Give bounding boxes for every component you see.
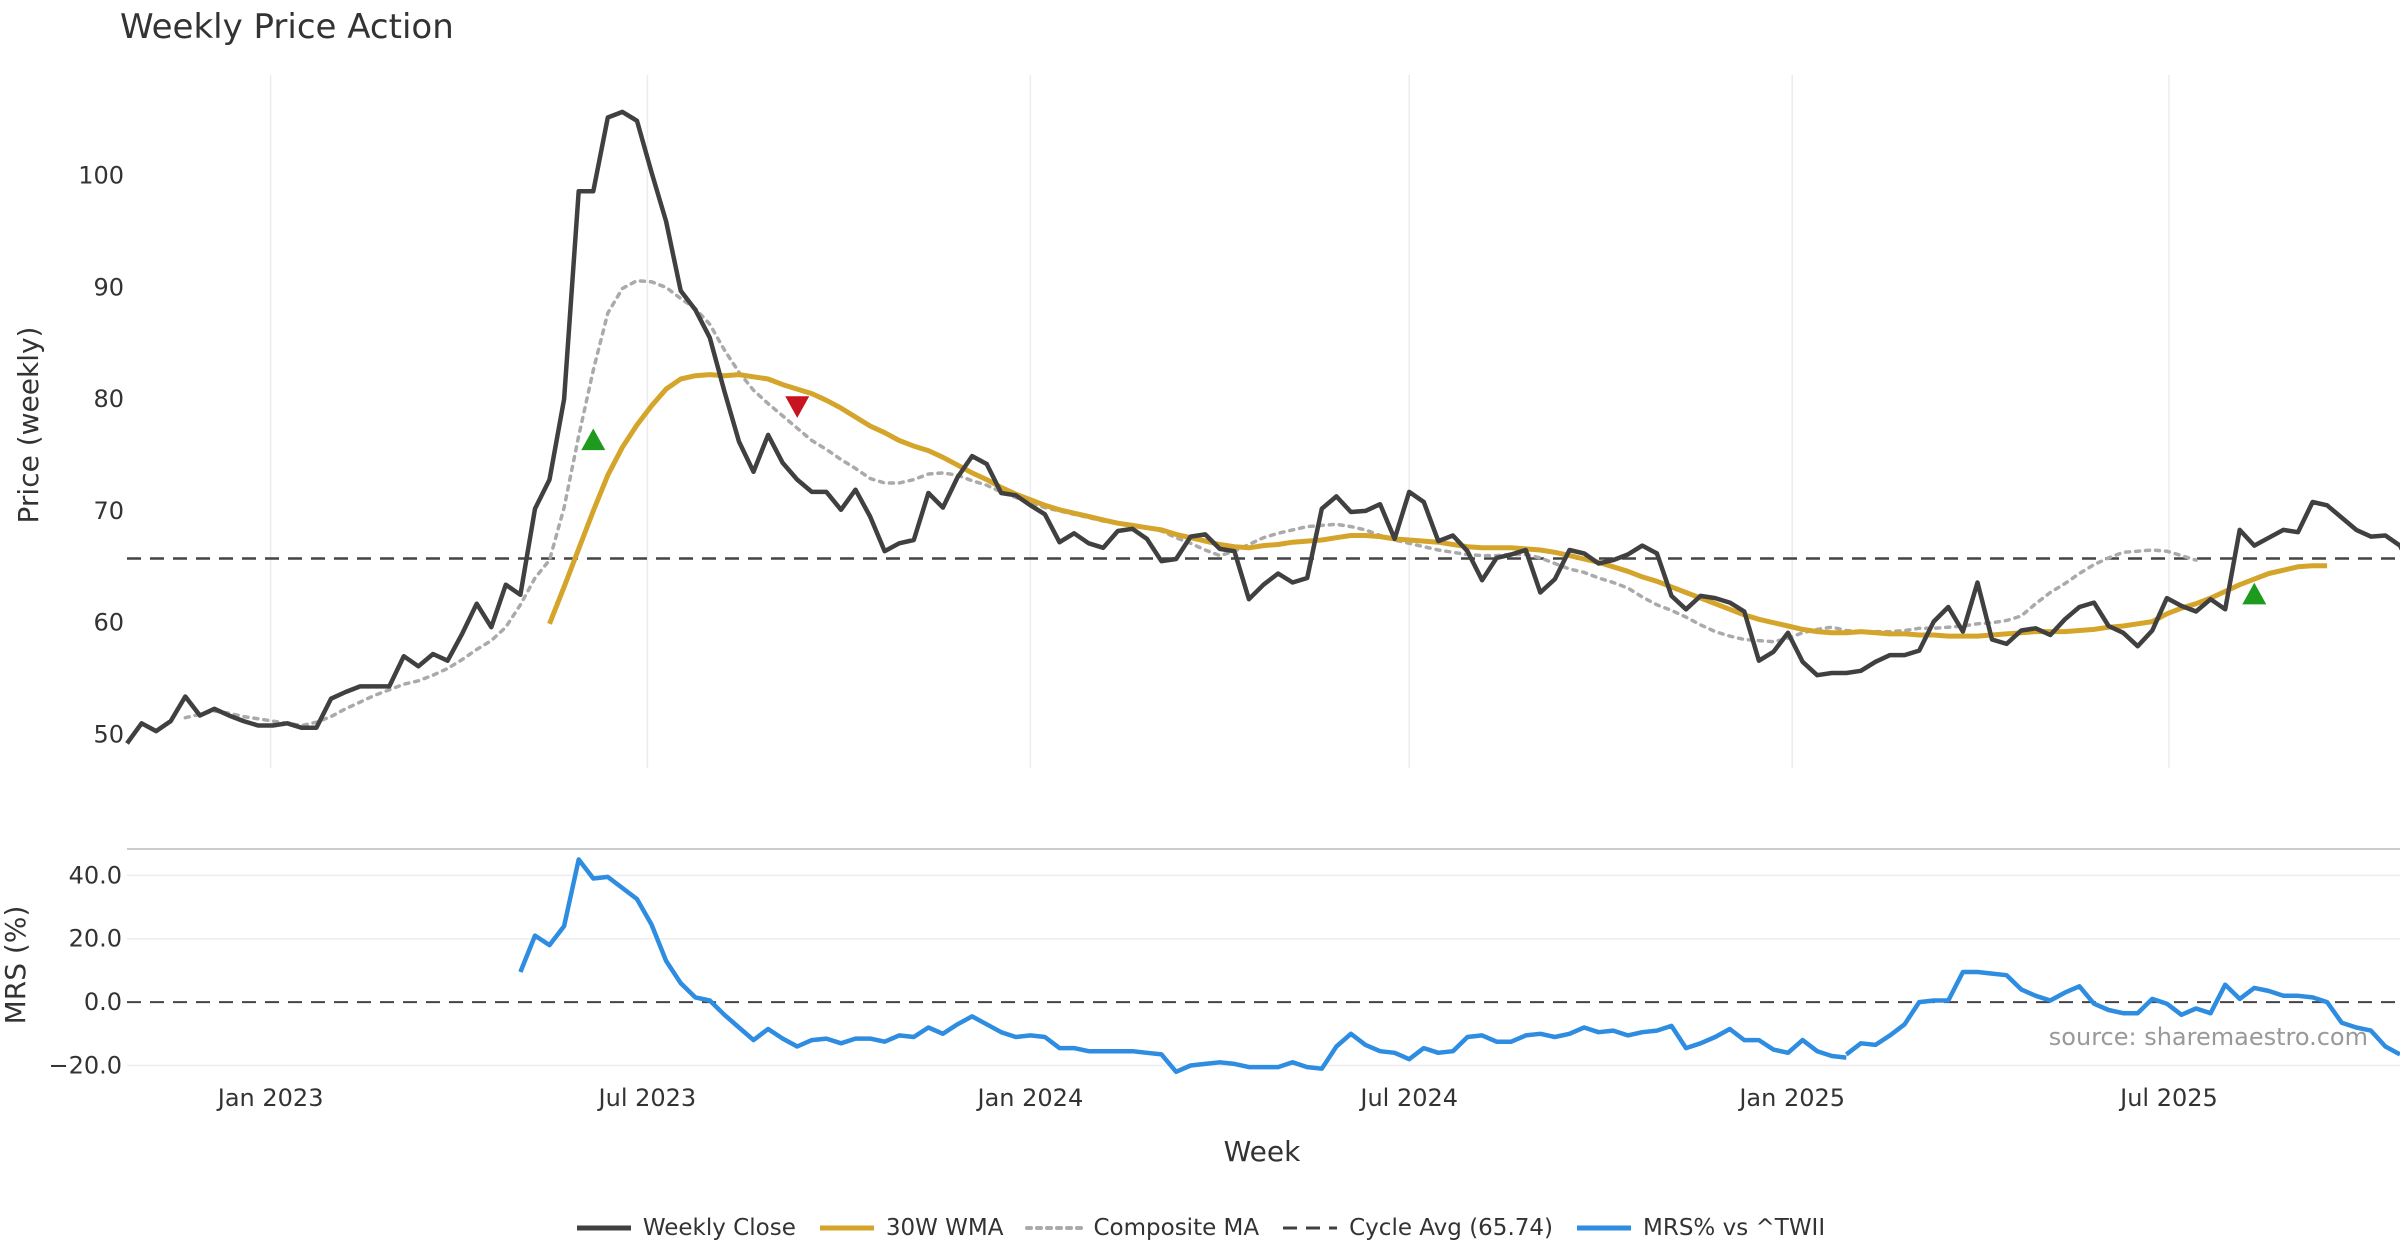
x-tick-label: Jul 2024 <box>1358 1084 1458 1112</box>
x-axis-label: Week <box>1224 1135 1301 1168</box>
mrs-y-tick-label: 0.0 <box>84 988 122 1016</box>
price-y-tick-label: 60 <box>93 609 124 637</box>
price-gridlines <box>269 75 2170 768</box>
legend-label: Composite MA <box>1093 1215 1260 1241</box>
legend-label: MRS% vs ^TWII <box>1643 1215 1826 1241</box>
mrs-line-segment <box>518 857 1847 1075</box>
price-y-tick-label: 50 <box>93 720 124 748</box>
mrs-y-tick-label: −20.0 <box>48 1051 122 1079</box>
legend-item: Cycle Avg (65.74) <box>1281 1215 1553 1241</box>
legend-swatch <box>1025 1226 1084 1230</box>
legend-item: Composite MA <box>1025 1215 1259 1241</box>
legend-swatch <box>1577 1225 1631 1231</box>
x-axis-ticks: Jan 2023 Jul 2023 Jan 2024 Jul 2024 Jan 2025… <box>216 1084 2218 1112</box>
legend-swatch <box>576 1225 631 1231</box>
legend-label: Cycle Avg (65.74) <box>1349 1215 1553 1241</box>
legend-swatch <box>1283 1226 1338 1230</box>
signal-markers <box>581 396 2267 605</box>
price-y-ticks: 50 60 70 80 90 100 <box>78 162 124 749</box>
legend-label: 30W WMA <box>885 1215 1004 1241</box>
price-y-tick-label: 100 <box>78 162 124 190</box>
wma-30w-line <box>547 372 2328 639</box>
price-y-axis-label: Price (weekly) <box>12 327 45 524</box>
price-y-tick-label: 90 <box>93 273 124 301</box>
price-y-tick-label: 70 <box>93 497 124 525</box>
x-tick-label: Jan 2025 <box>1737 1084 1845 1112</box>
price-y-tick-label: 80 <box>93 385 124 413</box>
legend-swatch <box>819 1225 874 1231</box>
mrs-y-ticks: 40.0 20.0 0.0 −20.0 <box>48 861 122 1079</box>
x-tick-label: Jan 2023 <box>216 1084 324 1112</box>
composite-ma-line <box>183 278 2198 728</box>
source-watermark: source: sharemaestro.com <box>2049 1023 2368 1051</box>
mrs-line-segment <box>1844 969 2400 1057</box>
mrs-y-tick-label: 20.0 <box>69 925 122 953</box>
series-layer <box>125 109 2400 1075</box>
legend-item: 30W WMA <box>818 1215 1004 1241</box>
chart-title: Weekly Price Action <box>120 7 454 47</box>
x-tick-label: Jan 2024 <box>976 1084 1084 1112</box>
buy-signal <box>2242 582 2267 605</box>
x-tick-label: Jul 2025 <box>2118 1084 2218 1112</box>
weekly-close-line <box>125 109 2400 745</box>
sell-signal <box>785 396 810 418</box>
legend-item: Weekly Close <box>575 1215 796 1241</box>
legend-label: Weekly Close <box>642 1215 796 1241</box>
x-tick-label: Jul 2023 <box>597 1084 697 1112</box>
legend-item: MRS% vs ^TWII <box>1575 1215 1825 1241</box>
mrs-y-tick-label: 40.0 <box>69 861 122 889</box>
mrs-y-axis-label: MRS (%) <box>0 906 32 1025</box>
buy-signal <box>581 428 606 451</box>
chart-legend: Weekly Close 30W WMA Composite MA Cycle Avg… <box>0 1208 2400 1248</box>
